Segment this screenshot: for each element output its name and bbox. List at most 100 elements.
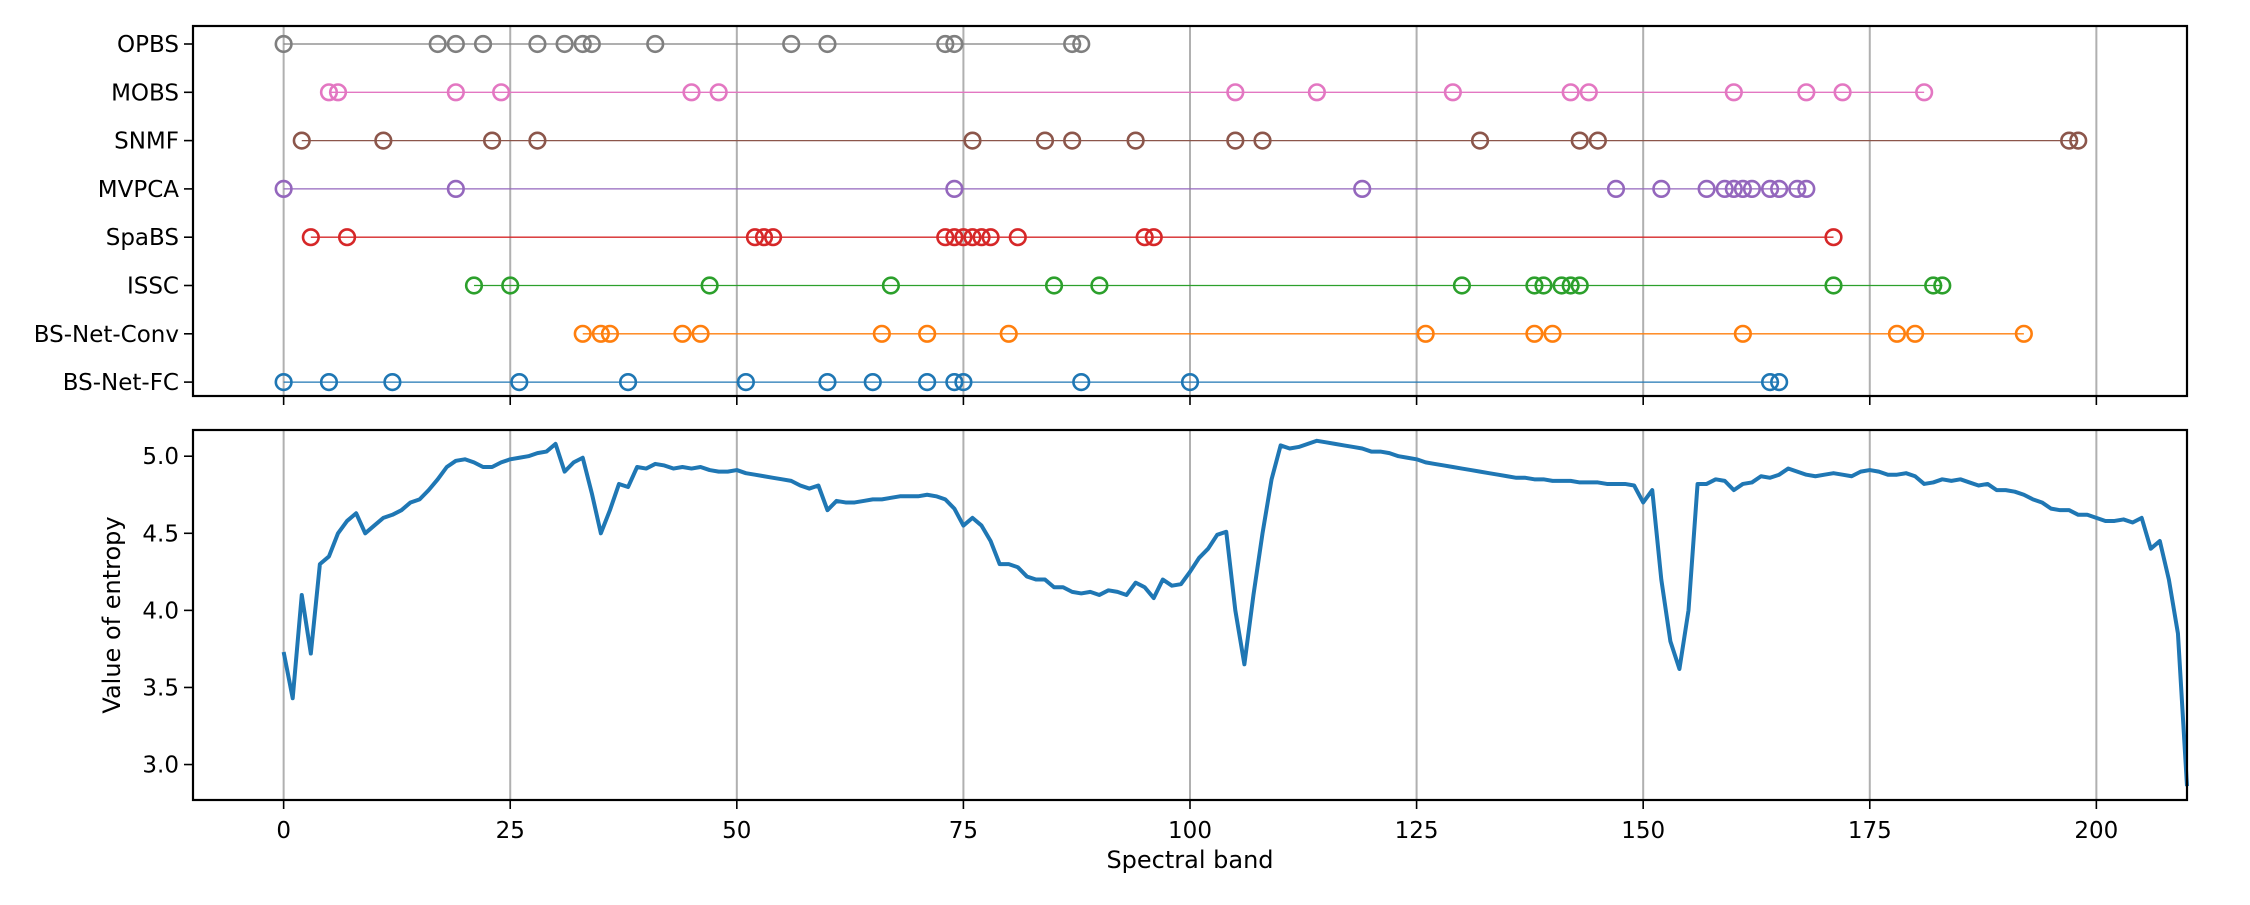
band-marker	[1588, 131, 1607, 150]
band-marker	[1353, 179, 1372, 198]
method-label: SpaBS	[106, 225, 179, 251]
band-marker	[1307, 83, 1326, 102]
band-marker	[1126, 131, 1145, 150]
band-selection-method-labels: OPBS MOBS SNMF MVPCA SpaBS ISSC BS-Net-Conv BS-…	[34, 32, 193, 396]
band-marker	[1733, 179, 1752, 198]
band-marker	[492, 83, 511, 102]
band-marker	[954, 228, 973, 247]
band-marker	[446, 179, 465, 198]
band-marker	[2060, 131, 2079, 150]
band-marker	[1652, 179, 1671, 198]
band-marker	[1072, 373, 1091, 392]
band-marker	[1416, 324, 1435, 343]
band-marker	[1742, 179, 1762, 198]
band-marker	[646, 34, 665, 54]
band-marker	[483, 131, 502, 150]
band-marker	[274, 34, 293, 54]
band-marker	[745, 228, 765, 247]
band-marker	[473, 34, 493, 54]
band-marker	[863, 373, 882, 392]
entropy-y-ticks: 3.0 3.5 4.0 4.5 5.0	[142, 444, 193, 779]
band-marker	[963, 228, 982, 247]
series-snmf	[292, 131, 2088, 150]
band-marker	[1063, 131, 1082, 150]
band-marker	[1833, 83, 1852, 102]
band-marker	[1915, 83, 1934, 102]
band-marker	[1090, 276, 1109, 295]
band-marker	[673, 324, 692, 343]
band-marker	[1561, 276, 1580, 295]
band-marker	[1905, 324, 1925, 343]
entropy-gridlines	[282, 430, 2098, 800]
band-marker	[2069, 131, 2088, 150]
band-marker	[510, 373, 529, 392]
band-marker	[918, 324, 937, 343]
band-marker	[945, 228, 964, 247]
method-label: BS-Net-Conv	[34, 322, 179, 348]
band-marker	[872, 324, 891, 343]
band-marker	[818, 34, 837, 54]
band-marker	[1226, 83, 1245, 102]
series-mvpca	[274, 179, 1816, 198]
band-marker	[1135, 228, 1154, 247]
band-marker	[981, 228, 1000, 247]
method-label: OPBS	[117, 32, 179, 58]
band-marker	[936, 34, 955, 54]
band-marker	[274, 179, 293, 198]
entropy-line	[281, 438, 2189, 787]
y-axis-label: Value of entropy	[98, 516, 126, 713]
band-marker	[999, 324, 1018, 343]
band-marker	[1697, 179, 1716, 198]
band-marker	[1534, 276, 1553, 295]
band-marker	[301, 228, 320, 247]
band-marker	[328, 83, 348, 102]
x-tick-label: 0	[276, 818, 291, 844]
band-marker	[528, 131, 547, 150]
band-marker	[1760, 373, 1780, 392]
band-marker	[1824, 228, 1843, 247]
band-marker	[1470, 131, 1490, 150]
x-tick-label: 50	[722, 818, 751, 844]
band-marker	[782, 34, 801, 54]
band-marker	[1824, 276, 1843, 295]
band-marker	[1887, 324, 1907, 343]
band-marker	[1924, 276, 1943, 295]
band-marker	[292, 131, 311, 150]
band-marker	[319, 373, 339, 392]
band-selection-x-ticks	[282, 396, 2098, 405]
band-marker	[1552, 276, 1571, 295]
band-marker	[754, 228, 774, 247]
y-tick-label: 3.5	[142, 675, 179, 701]
band-marker	[1797, 179, 1816, 198]
series-mobs	[319, 83, 1934, 102]
band-marker	[1770, 179, 1789, 198]
band-marker	[337, 228, 357, 247]
band-marker	[1035, 131, 1055, 150]
x-tick-label: 125	[1395, 818, 1439, 844]
band-marker	[464, 276, 484, 295]
band-marker	[1443, 83, 1462, 102]
band-marker	[1715, 179, 1734, 198]
method-label: BS-Net-FC	[63, 370, 179, 396]
band-marker	[736, 373, 755, 392]
band-marker	[954, 373, 973, 392]
band-marker	[1180, 373, 1200, 392]
method-label: ISSC	[127, 274, 179, 300]
band-selection-gridlines	[282, 26, 2098, 396]
band-marker	[700, 276, 719, 295]
band-marker	[555, 34, 574, 54]
band-marker	[963, 131, 982, 150]
band-marker	[2014, 324, 2033, 343]
band-marker	[573, 34, 592, 54]
band-marker	[691, 324, 710, 343]
band-selection-series	[274, 34, 2088, 392]
band-marker	[881, 276, 901, 295]
band-marker	[1760, 179, 1780, 198]
x-tick-label: 100	[1168, 818, 1212, 844]
method-label: MOBS	[111, 80, 179, 106]
band-marker	[501, 276, 520, 295]
band-marker	[528, 34, 547, 54]
y-tick-label: 5.0	[142, 444, 179, 470]
